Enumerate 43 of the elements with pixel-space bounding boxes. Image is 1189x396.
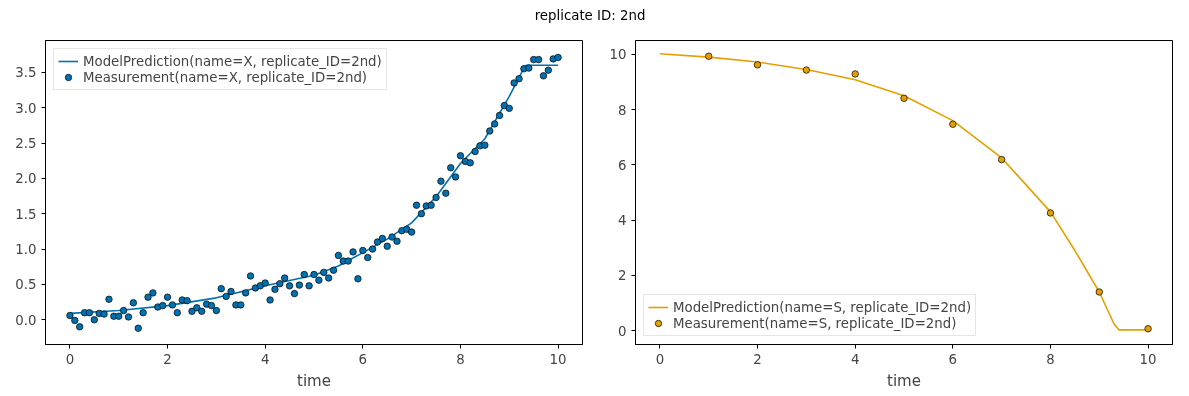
x-axis-title: time (887, 371, 921, 390)
y-tick-label: 2.0 (15, 171, 37, 187)
x-tick-label: 0 (65, 351, 75, 367)
x-tick-label: 8 (1046, 351, 1055, 367)
legend-label: ModelPrediction(name=X, replicate_ID=2nd) (83, 53, 382, 70)
legend-label: ModelPrediction(name=S, replicate_ID=2nd) (673, 299, 972, 316)
y-tick-label: 0.0 (15, 312, 37, 328)
x-tick-label: 4 (850, 351, 860, 367)
y-tick-label: 3.0 (15, 100, 37, 116)
y-tick-label: 0 (618, 323, 627, 339)
point (900, 94, 908, 102)
y-tick-label: 2.5 (15, 136, 37, 152)
legend-label: Measurement(name=S, replicate_ID=2nd) (673, 315, 957, 332)
y-tick-label: 1.5 (15, 206, 37, 222)
x-tick-label: 4 (260, 351, 270, 367)
x-axis-title: time (297, 371, 331, 390)
x-tick-label: 8 (456, 351, 465, 367)
y-tick-label: 3.5 (15, 65, 37, 81)
y-tick-label: 1.0 (15, 242, 37, 258)
y-tick-label: 10 (609, 47, 627, 63)
point (802, 66, 810, 74)
point (851, 70, 859, 78)
point (998, 156, 1006, 164)
x-tick-label: 6 (948, 351, 958, 367)
y-tick-label: 8 (618, 102, 627, 118)
point (753, 61, 762, 69)
point (1046, 209, 1055, 217)
point (705, 52, 713, 60)
x-tick-label: 10 (1139, 351, 1157, 367)
y-tick-label: 6 (618, 157, 627, 173)
point (949, 120, 957, 128)
x-tick-label: 2 (753, 351, 762, 367)
chart-title: replicate ID: 2nd (534, 7, 646, 25)
x-tick-label: 6 (358, 351, 368, 367)
y-tick-label: 4 (618, 213, 627, 229)
x-tick-label: 2 (163, 351, 172, 367)
point (1095, 288, 1103, 296)
y-tick-label: 0.5 (15, 277, 37, 293)
x-tick-label: 0 (655, 351, 665, 367)
y-tick-label: 2 (618, 268, 627, 284)
point (1144, 325, 1152, 333)
x-tick-label: 10 (549, 351, 567, 367)
legend-label: Measurement(name=X, replicate_ID=2nd) (83, 69, 368, 86)
